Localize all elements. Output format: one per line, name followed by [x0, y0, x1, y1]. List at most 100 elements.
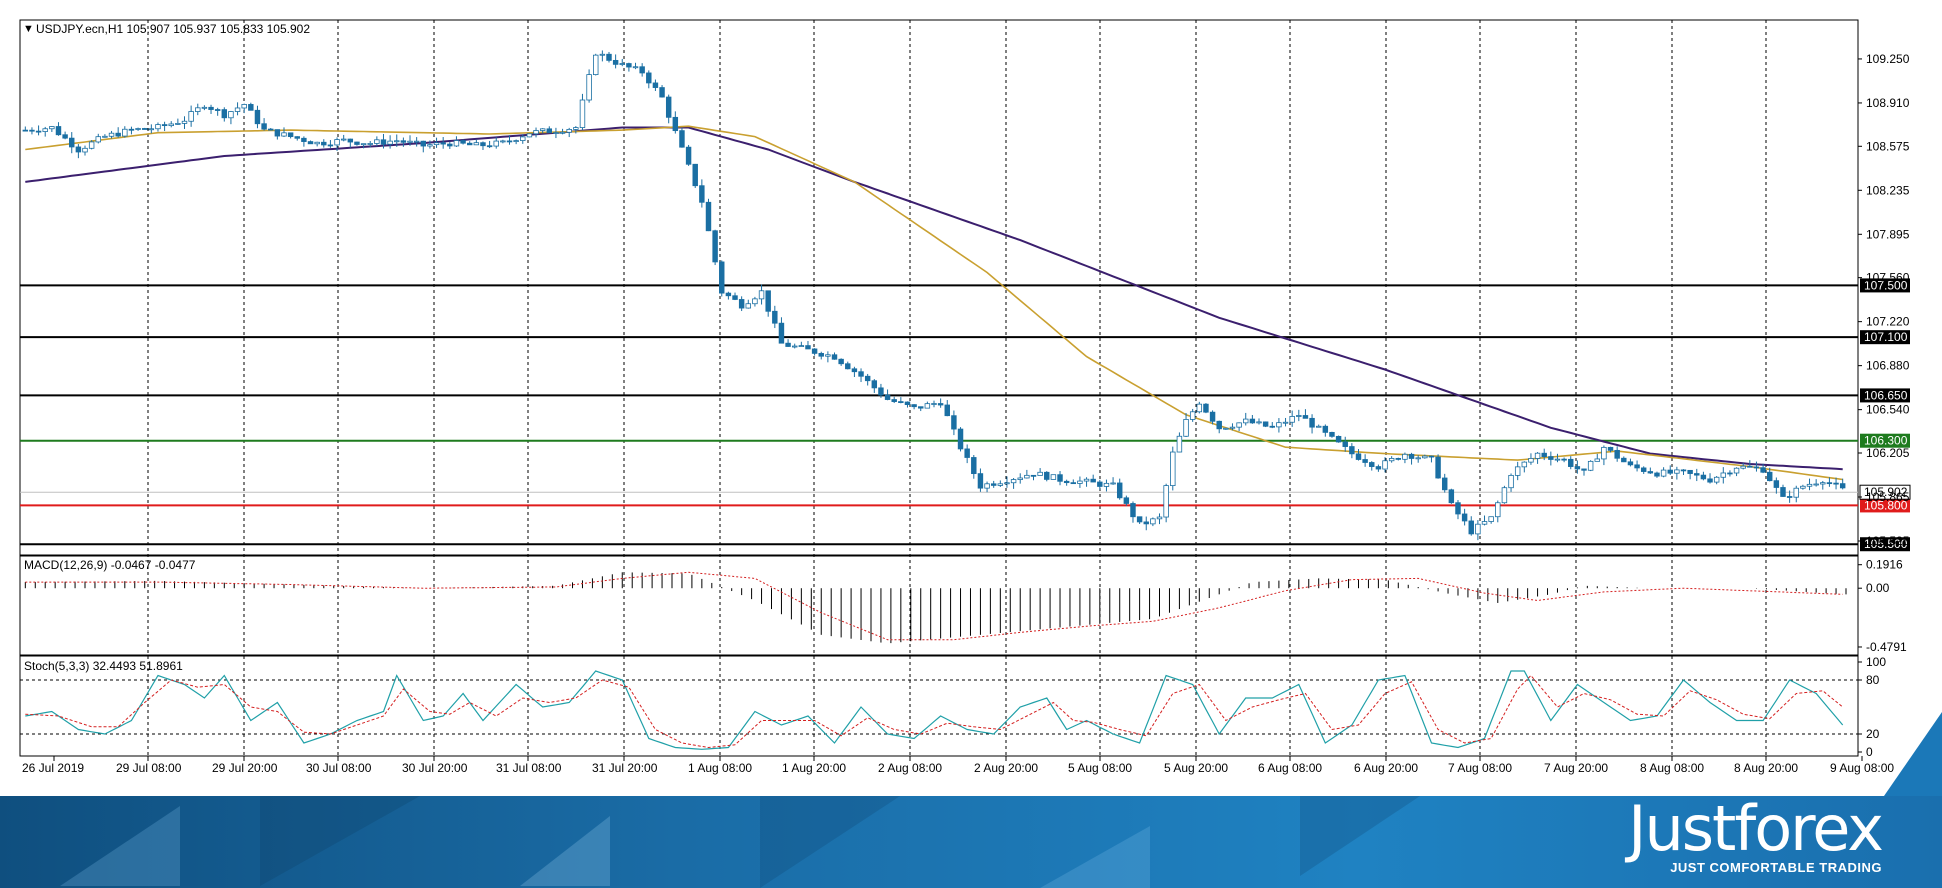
chart-header-icon[interactable]: ▼	[23, 23, 34, 35]
price-panel-frame	[19, 19, 1859, 556]
candle-body	[818, 352, 824, 357]
candle-body	[466, 142, 473, 146]
candle-body	[1627, 461, 1634, 466]
candle-body	[606, 53, 612, 61]
candle-body	[1402, 453, 1408, 460]
candle-body	[55, 126, 62, 136]
candle-body	[672, 116, 679, 132]
candle-body	[1077, 480, 1083, 484]
candle-body	[1820, 482, 1826, 485]
symbol-header: USDJPY.ecn,H1 105.907 105.937 105.833 10…	[36, 22, 310, 36]
y-tick-label: 106.880	[1866, 359, 1910, 373]
candle-body	[1674, 469, 1680, 474]
candle-body	[1541, 452, 1547, 458]
candle-body	[62, 134, 68, 139]
y-tick-label: 105.865	[1866, 490, 1910, 504]
candle-body	[321, 141, 327, 146]
candle-body	[1216, 420, 1222, 430]
stoch-y-tick-label: 0	[1866, 745, 1873, 759]
candle-body	[579, 99, 586, 128]
candle-body	[1581, 468, 1587, 471]
brand-tagline: JUST COMFORTABLE TRADING	[1670, 860, 1882, 875]
candle-body	[1030, 474, 1037, 477]
candle-body	[1495, 502, 1501, 518]
candle-body	[798, 345, 805, 347]
candle-body	[122, 128, 128, 137]
candle-body	[42, 128, 48, 132]
candle-body	[155, 124, 161, 130]
candle-body	[858, 371, 864, 377]
candle-body	[307, 141, 314, 145]
candle-body	[1110, 482, 1116, 485]
candle-body	[1800, 485, 1806, 489]
candle-body	[1441, 477, 1448, 491]
stoch-label: Stoch(5,3,3) 32.4493 51.8961	[24, 659, 183, 673]
candle-body	[1601, 446, 1607, 460]
candle-body	[546, 128, 553, 133]
candle-body	[1243, 418, 1249, 424]
candle-body	[851, 368, 858, 373]
candle-body	[1773, 480, 1780, 488]
candle-body	[1249, 418, 1256, 424]
candle-body	[248, 104, 254, 111]
trading-chart: 107.500 107.100 106.650 106.300 105.800 105.5…	[19, 19, 1911, 775]
candle-body	[1097, 481, 1103, 487]
x-tick-label: 8 Aug 20:00	[1734, 761, 1798, 775]
candle-body	[705, 201, 712, 232]
current-price-label: 105.902	[1864, 485, 1908, 499]
candle-body	[374, 139, 380, 144]
candle-body	[327, 144, 334, 147]
candle-body	[997, 483, 1004, 486]
candle-body	[254, 109, 261, 125]
candle-body	[168, 123, 174, 127]
candle-body	[1090, 478, 1096, 483]
candle-body	[261, 123, 267, 130]
candle-body	[791, 345, 798, 348]
candle-body	[1130, 503, 1136, 518]
candle-body	[1342, 441, 1348, 447]
moving-average-slow	[25, 126, 1843, 471]
candle-body	[1083, 478, 1090, 482]
candle-body	[268, 128, 274, 131]
candle-body	[665, 96, 672, 118]
candle-body	[102, 135, 108, 138]
candle-body	[1455, 502, 1461, 515]
candle-body	[473, 142, 480, 146]
candle-body	[1388, 458, 1395, 462]
candle-body	[586, 74, 592, 101]
candle-body	[420, 140, 427, 147]
brand-logo[interactable]: Justforex JUST COMFORTABLE TRADING	[1628, 796, 1884, 875]
candle-body	[964, 448, 970, 458]
candle-body	[1196, 403, 1203, 413]
candle-body	[990, 483, 997, 486]
candle-body	[1282, 421, 1289, 424]
candle-body	[1514, 466, 1521, 476]
candle-body	[918, 406, 924, 409]
candle-body	[427, 144, 433, 147]
candle-body	[1621, 457, 1627, 463]
candle-body	[626, 63, 632, 68]
candle-body	[1276, 422, 1282, 428]
candle-body	[22, 129, 29, 132]
candle-body	[1780, 487, 1786, 497]
brand-name: Justforex	[1628, 796, 1884, 865]
candle-body	[805, 345, 811, 350]
stoch-y-tick-label: 20	[1866, 727, 1880, 741]
candle-body	[1727, 472, 1733, 475]
candle-body	[433, 142, 440, 146]
candle-body	[712, 230, 718, 263]
candle-body	[699, 185, 705, 203]
candle-body	[95, 136, 101, 143]
candle-body	[128, 128, 135, 131]
candle-body	[1170, 451, 1176, 487]
x-tick-label: 1 Aug 08:00	[688, 761, 752, 775]
candle-body	[274, 129, 281, 137]
candle-body	[685, 146, 692, 165]
candle-body	[1044, 471, 1050, 480]
candle-body	[1694, 473, 1700, 476]
candle-body	[281, 132, 287, 137]
candle-body	[957, 428, 964, 450]
candle-body	[1521, 461, 1528, 468]
candle-body	[208, 106, 214, 110]
candle-body	[1481, 521, 1488, 525]
